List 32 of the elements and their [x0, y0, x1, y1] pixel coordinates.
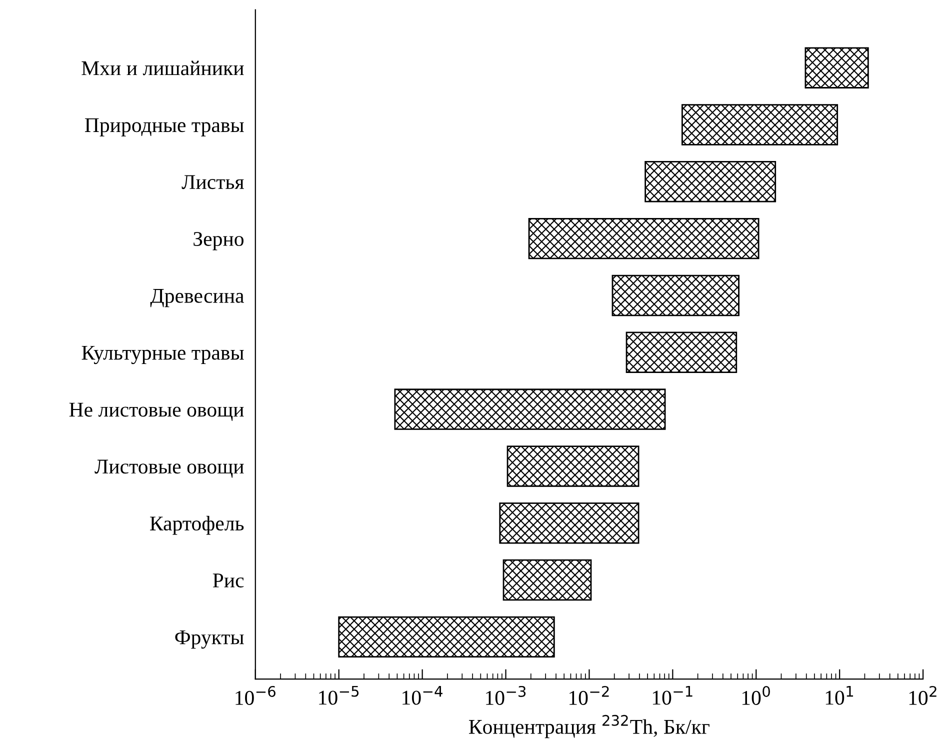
- x-tick-label: 10$^{0}$: [742, 686, 770, 705]
- bar: [338, 616, 555, 658]
- y-tick-label: Листья: [182, 175, 244, 190]
- bar: [612, 274, 740, 316]
- x-tick-label: 10$^{−6}$: [236, 686, 276, 705]
- bar: [681, 104, 838, 146]
- x-axis-title: Концентрация $^{232}$Th, Бк/кг: [468, 714, 710, 738]
- bar: [644, 161, 776, 202]
- y-tick-label: Листовые овощи: [94, 460, 244, 478]
- bar: [394, 388, 666, 430]
- x-tick-label: 10$^{−1}$: [652, 686, 692, 705]
- x-tick-label: 10$^{−5}$: [319, 686, 359, 705]
- y-tick-label: Мхи и лишайники: [82, 60, 244, 76]
- bar: [499, 502, 640, 544]
- bar: [506, 446, 640, 487]
- x-tick-label: 10$^{−3}$: [486, 686, 526, 705]
- y-tick-label: Не листовые овощи: [69, 402, 244, 421]
- bar: [804, 47, 869, 88]
- y-tick-label: Природные травы: [84, 118, 244, 136]
- y-tick-label: Картофель: [150, 516, 244, 535]
- x-tick-label: 10$^{−2}$: [569, 686, 609, 705]
- x-tick-label: 10$^{−4}$: [402, 686, 442, 705]
- y-tick-label: Рис: [212, 574, 244, 588]
- x-tick-label: 10$^{1}$: [826, 686, 854, 705]
- y-tick-label: Древесина: [150, 289, 244, 308]
- x-tick-label: 10$^{2}$: [909, 686, 936, 705]
- y-tick-label: Фрукты: [175, 630, 244, 649]
- bar: [528, 218, 760, 260]
- bar: [626, 332, 738, 373]
- y-tick-label: Зерно: [194, 232, 244, 250]
- y-tick-label: Культурные травы: [82, 346, 244, 364]
- bar: [502, 559, 592, 601]
